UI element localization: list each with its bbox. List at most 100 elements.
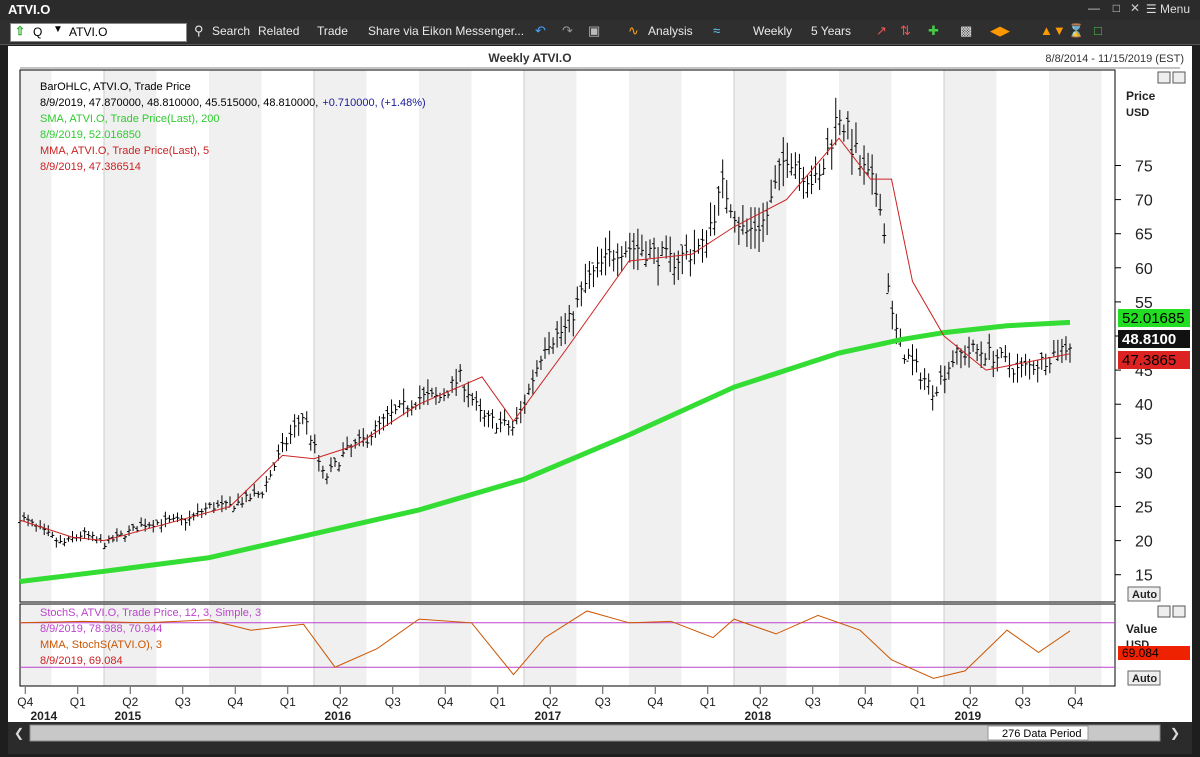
pane-restore-icon[interactable] [1157, 71, 1171, 84]
maximize-icon[interactable]: □ [1112, 1, 1120, 15]
crosshair-icon[interactable]: ✚ [928, 23, 939, 38]
price-quarter-band [314, 70, 367, 602]
data-period-label: 276 Data Period [1002, 728, 1082, 740]
stoch-quarter-band [944, 604, 997, 686]
pane-close-icon[interactable] [1172, 71, 1186, 84]
stoch-auto-label: Auto [1132, 673, 1157, 685]
stoch-quarter-band [524, 604, 577, 686]
stoch-quarter-band [734, 604, 787, 686]
analysis-button[interactable]: Analysis [648, 24, 693, 38]
stoch-quarter-band [314, 604, 367, 686]
range-select[interactable]: 5 Years [811, 24, 852, 38]
quarter-label: Q1 [490, 695, 506, 709]
price-tick-label: 70 [1135, 193, 1153, 210]
chart-panel: Weekly ATVI.O 8/8/2014 - 11/15/2019 (EST… [8, 46, 1192, 754]
mma-line [19, 137, 1071, 542]
ric-input[interactable]: ⇧ Q ▼ ATVI.O [10, 23, 187, 42]
legend-sma-name: SMA, ATVI.O, Trade Price(Last), 200 [40, 113, 220, 125]
interval-select[interactable]: Weekly [753, 24, 793, 38]
stoch-last-badge [1118, 646, 1190, 660]
scroll-left-icon[interactable]: ❮ [14, 726, 24, 740]
year-label: 2015 [115, 709, 142, 722]
price-auto-label: Auto [1132, 589, 1157, 601]
q-label: Q [33, 25, 43, 39]
dropdown-icon[interactable]: ▼ [53, 24, 63, 35]
stoch-quarter-band [20, 604, 52, 686]
select-icon[interactable]: □ [1094, 23, 1102, 38]
toolbar: ⇧ Q ▼ ATVI.O ⚲ Search Related Trade Shar… [0, 20, 1200, 45]
search-button[interactable]: Search [212, 24, 251, 38]
price-tick-label: 35 [1135, 431, 1153, 448]
zoom-icon[interactable]: ▲▼ [1040, 23, 1066, 38]
quarter-label: Q4 [227, 695, 243, 709]
scroll-right-icon[interactable]: ❯ [1170, 726, 1180, 740]
stoch-close-icon[interactable] [1172, 605, 1186, 618]
close-last-badge [1118, 330, 1190, 348]
quarter-label: Q2 [122, 695, 138, 709]
price-tick-label: 55 [1135, 295, 1153, 312]
price-quarter-band [20, 70, 52, 602]
stoch-axis-title: Value [1126, 622, 1158, 636]
sma-last-label: 52.01685 [1122, 310, 1185, 327]
camera-icon[interactable]: ▣ [588, 23, 601, 38]
close-icon[interactable]: ✕ [1129, 1, 1140, 15]
chart-title: Weekly ATVI.O [488, 51, 571, 65]
legend-ohlc-values: 8/9/2019, 47.870000, 48.810000, 45.51500… [40, 97, 426, 109]
year-label: 2017 [535, 709, 562, 722]
trade-button[interactable]: Trade [317, 24, 348, 38]
up-arrow-icon: ⇧ [15, 24, 26, 38]
save-icon[interactable]: ▩ [960, 23, 973, 38]
stoch-legend-values: 8/9/2019, 78.988, 70.944 [40, 623, 162, 635]
price-quarter-band [209, 70, 262, 602]
legend-ohlc-name: BarOHLC, ATVI.O, Trade Price [40, 81, 191, 93]
quarter-label: Q4 [17, 695, 33, 709]
menu-button[interactable]: ☰ Menu [1145, 2, 1190, 16]
footer-svg: ❮ 276 Data Period ❯ [8, 722, 1192, 744]
close-last-label: 48.8100 [1122, 331, 1176, 348]
minimize-icon[interactable]: — [1088, 1, 1100, 15]
stoch-auto-button[interactable] [1127, 670, 1161, 686]
share-button[interactable]: Share via Eikon Messenger... [368, 24, 525, 38]
quarter-label: Q2 [332, 695, 348, 709]
year-label: 2016 [325, 709, 352, 722]
stoch-quarter-band [419, 604, 472, 686]
stoch-restore-icon[interactable] [1157, 605, 1171, 618]
stoch-quarter-band [104, 604, 157, 686]
year-label: 2019 [955, 709, 982, 722]
ric-value: ATVI.O [69, 25, 108, 39]
price-quarter-band [734, 70, 787, 602]
quarter-label: Q4 [857, 695, 873, 709]
undo-icon[interactable]: ↶ [535, 23, 546, 38]
price-tick-label: 30 [1135, 465, 1153, 482]
quarter-label: Q3 [805, 695, 821, 709]
compare-icon[interactable]: ⇅ [900, 23, 911, 38]
wave-icon[interactable]: ≈ [713, 23, 721, 38]
search-icon: ⚲ [194, 23, 204, 38]
quarter-label: Q2 [542, 695, 558, 709]
related-button[interactable]: Related [258, 24, 300, 38]
price-quarter-band [1049, 70, 1102, 602]
mma-last-label: 47.3865 [1122, 352, 1176, 369]
price-quarter-band [944, 70, 997, 602]
ohlc-bars [18, 97, 1072, 550]
year-label: 2018 [745, 709, 772, 722]
data-period-box [987, 725, 1089, 741]
scroll-left-icon[interactable]: ◀▶ [990, 23, 1010, 38]
stoch-mma-value: 8/9/2019, 69.084 [40, 655, 123, 667]
mma-last-badge [1118, 351, 1190, 369]
hourglass-icon[interactable]: ⌛ [1068, 23, 1085, 38]
year-label: 2014 [31, 709, 58, 722]
stoch-quarter-band [629, 604, 682, 686]
quarter-label: Q1 [700, 695, 716, 709]
quarter-label: Q3 [595, 695, 611, 709]
price-quarter-band [419, 70, 472, 602]
scrollbar-track[interactable] [29, 724, 1161, 742]
price-auto-button[interactable] [1127, 586, 1161, 602]
line-chart-icon[interactable]: ↗ [876, 23, 887, 38]
price-axis-unit: USD [1126, 107, 1149, 119]
price-tick-label: 15 [1135, 568, 1153, 585]
quarter-label: Q1 [70, 695, 86, 709]
redo-icon[interactable]: ↷ [562, 23, 573, 38]
stoch-quarter-band [209, 604, 262, 686]
price-quarter-band [104, 70, 157, 602]
